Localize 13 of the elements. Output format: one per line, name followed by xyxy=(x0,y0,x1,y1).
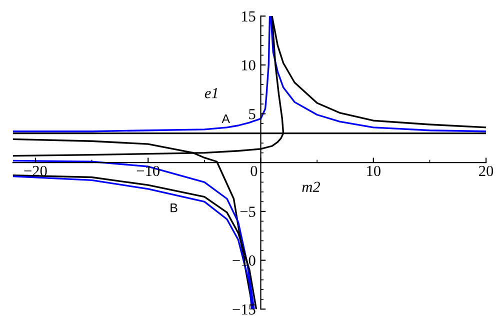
y-tick-label: −5 xyxy=(240,206,256,217)
annotation: A xyxy=(222,114,230,124)
y-axis-title: e1 xyxy=(204,88,218,98)
x-tick-label: 20 xyxy=(479,166,494,176)
x-tick-label: 0 xyxy=(250,166,258,176)
y-tick-label: 15 xyxy=(242,11,256,22)
x-tick-label: 10 xyxy=(367,166,380,176)
annotation: B xyxy=(170,204,178,212)
y-tick-label: −15 xyxy=(232,304,256,315)
y-tick-label: 5 xyxy=(249,109,256,120)
x-tick-label: −10 xyxy=(136,166,160,176)
x-axis-title: m2 xyxy=(302,182,320,192)
y-tick-label: 10 xyxy=(242,60,256,70)
